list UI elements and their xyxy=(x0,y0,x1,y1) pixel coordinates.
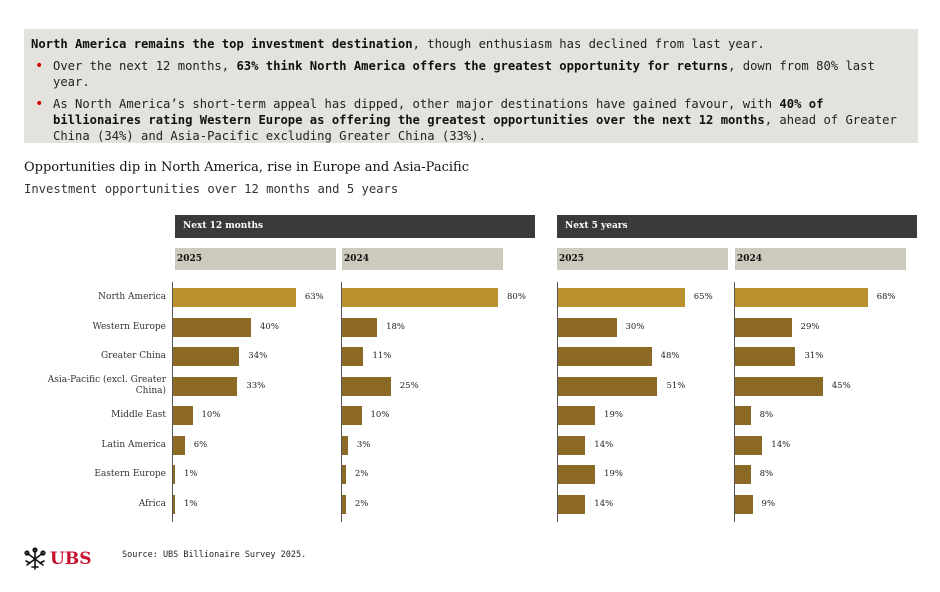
category-label: North America xyxy=(98,292,166,302)
data-label: 18% xyxy=(386,321,405,332)
bar xyxy=(558,376,658,396)
bar xyxy=(342,494,346,514)
data-label: 9% xyxy=(761,498,776,509)
data-label: 19% xyxy=(604,469,623,479)
summary-lead: North America remains the top investment… xyxy=(31,37,765,51)
bar xyxy=(342,317,378,337)
bar xyxy=(558,435,586,455)
bar xyxy=(173,435,185,455)
bar xyxy=(558,317,617,337)
ubs-logo: UBS xyxy=(24,547,91,571)
category-label: Eastern Europe xyxy=(94,469,166,479)
data-label: 29% xyxy=(800,321,820,332)
ubs-keys-logo-icon xyxy=(24,547,46,570)
axis-line xyxy=(172,282,173,522)
bar xyxy=(735,406,751,425)
data-label: 45% xyxy=(831,380,851,391)
axis-line xyxy=(557,282,558,522)
data-label: 10% xyxy=(201,410,221,420)
bar xyxy=(558,347,652,366)
data-label: 63% xyxy=(304,292,324,302)
data-label: 19% xyxy=(604,410,623,420)
bar xyxy=(173,376,238,396)
bar xyxy=(735,347,796,366)
bar xyxy=(342,435,348,455)
category-label: Latin America xyxy=(101,439,166,450)
bar xyxy=(173,317,251,337)
bar xyxy=(558,465,596,484)
data-label: 34% xyxy=(248,351,268,361)
bar xyxy=(173,494,175,514)
data-label: 8% xyxy=(759,469,774,479)
data-label: 65% xyxy=(693,292,713,302)
bar xyxy=(558,288,685,307)
bar xyxy=(342,288,498,307)
bar xyxy=(735,376,823,396)
logo-text: UBS xyxy=(50,549,92,569)
axis-line xyxy=(734,282,735,522)
group-header: Next 12 months xyxy=(175,215,535,238)
bar xyxy=(735,317,792,337)
data-label: 14% xyxy=(771,439,791,450)
data-label: 1% xyxy=(184,498,198,509)
summary-bullet-2: • As North America’s short-term appeal h… xyxy=(35,96,897,143)
data-label: 51% xyxy=(666,380,686,391)
data-label: 68% xyxy=(876,292,896,302)
year-header: 2024 xyxy=(342,248,503,270)
data-label: 2% xyxy=(354,498,369,509)
bar xyxy=(342,465,346,484)
bar xyxy=(735,288,868,307)
summary-box: North America remains the top investment… xyxy=(24,29,918,143)
bar xyxy=(173,406,193,425)
axis-line xyxy=(341,282,342,522)
year-header: 2025 xyxy=(557,248,728,270)
data-label: 10% xyxy=(370,410,390,420)
category-label: Africa xyxy=(138,498,166,509)
data-label: 14% xyxy=(594,498,614,509)
data-label: 31% xyxy=(804,351,824,361)
bar xyxy=(735,435,763,455)
year-header: 2024 xyxy=(735,248,906,270)
bar xyxy=(735,494,753,514)
chart-title: Opportunities dip in North America, rise… xyxy=(24,160,469,175)
data-label: 14% xyxy=(594,439,614,450)
bar xyxy=(173,465,175,484)
data-label: 8% xyxy=(759,410,774,420)
bullet-dot-icon: • xyxy=(35,96,44,112)
bar xyxy=(173,347,240,366)
category-label: Greater China xyxy=(100,351,166,361)
category-label: Western Europe xyxy=(92,321,166,332)
data-label: 40% xyxy=(260,321,279,332)
bar xyxy=(342,376,391,396)
bullet-dot-icon: • xyxy=(35,58,44,74)
data-label: 30% xyxy=(625,321,645,332)
category-label: Middle East xyxy=(111,410,166,420)
data-label: 33% xyxy=(246,380,266,391)
data-label: 6% xyxy=(193,439,208,450)
chart-subtitle: Investment opportunities over 12 months … xyxy=(24,182,399,196)
data-label: 48% xyxy=(660,351,680,361)
data-label: 25% xyxy=(399,380,419,391)
data-label: 11% xyxy=(372,351,392,361)
summary-bullet-1: • Over the next 12 months, 63% think Nor… xyxy=(35,58,875,89)
bar xyxy=(173,288,296,307)
year-header: 2025 xyxy=(175,248,336,270)
data-label: 1% xyxy=(184,469,198,479)
bar xyxy=(342,347,364,366)
bar xyxy=(735,465,751,484)
source-note: Source: UBS Billionaire Survey 2025. xyxy=(122,550,307,560)
data-label: 2% xyxy=(354,469,369,479)
bar xyxy=(342,406,362,425)
bar xyxy=(558,494,586,514)
group-header: Next 5 years xyxy=(557,215,917,238)
category-label: Asia-Pacific (excl. Greater China) xyxy=(47,375,166,396)
data-label: 80% xyxy=(507,292,526,302)
data-label: 3% xyxy=(356,439,371,450)
bar xyxy=(558,406,596,425)
